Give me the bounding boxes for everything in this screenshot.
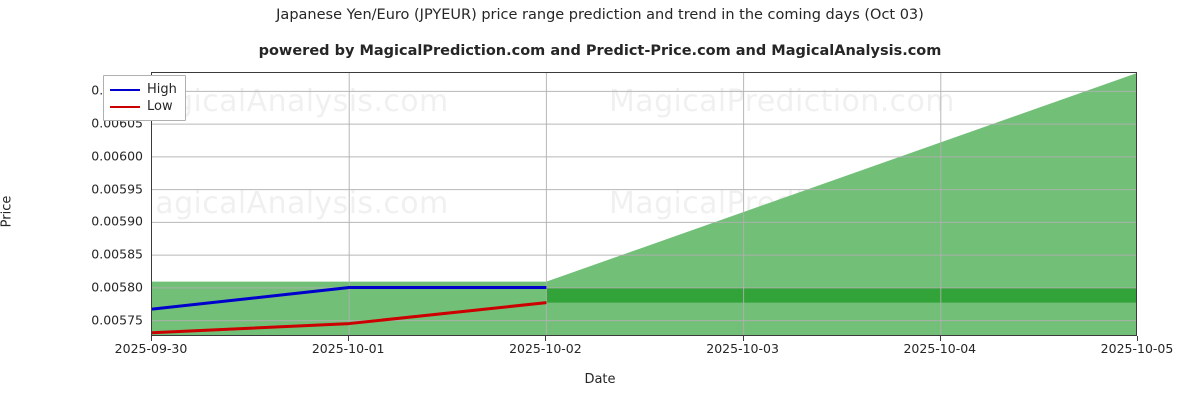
legend-item-label: High [147,82,177,97]
x-axis-tick-mark [939,336,941,341]
forecast-cone [546,73,1136,335]
plot-area: MagicalAnalysis.com MagicalPrediction.com… [151,72,1137,336]
x-axis-tick-label: 2025-10-01 [311,341,385,356]
y-axis-tick-label: 0.00595 [91,181,143,197]
x-axis-tick-label: 2025-10-05 [1100,341,1174,356]
y-axis-label: Price [0,195,15,228]
legend-item-high[interactable]: High [110,81,177,98]
legend-item-label: Low [147,99,173,114]
chart-title: Japanese Yen/Euro (JPYEUR) price range p… [276,7,924,23]
x-axis-tick-label: 2025-10-02 [509,341,582,356]
series-line-high [152,286,547,311]
chart-subtitle: powered by MagicalPrediction.com and Pre… [258,43,942,59]
x-axis-tick-label: 2025-10-04 [903,341,977,356]
x-axis-tick-mark [151,336,152,341]
y-axis-tick-label: 0.00585 [91,246,143,262]
y-axis-tick-label: 0.00590 [91,213,143,229]
x-axis-tick-label: 2025-10-03 [706,341,779,356]
x-axis-tick-mark [545,336,547,341]
chart-legend: High Low [103,75,186,121]
y-axis-tick-layer: 0.006100.006050.006000.005950.005900.005… [45,0,193,400]
plot-canvas [152,73,1136,335]
legend-item-low[interactable]: Low [110,98,177,115]
x-axis-tick-mark [1137,336,1138,341]
y-axis-tick-label: 0.00575 [91,312,143,328]
x-axis-tick-mark [348,336,350,341]
legend-color-swatch [110,88,140,91]
x-axis-tick-mark [742,336,744,341]
legend-color-swatch [110,105,140,108]
x-axis-label: Date [584,372,616,387]
forecast-core-band [546,287,1136,303]
series-line-low [152,301,547,335]
x-axis-tick-label: 2025-09-30 [114,341,188,356]
y-axis-tick-label: 0.00580 [91,279,143,295]
y-axis-tick-label: 0.00600 [91,148,143,164]
